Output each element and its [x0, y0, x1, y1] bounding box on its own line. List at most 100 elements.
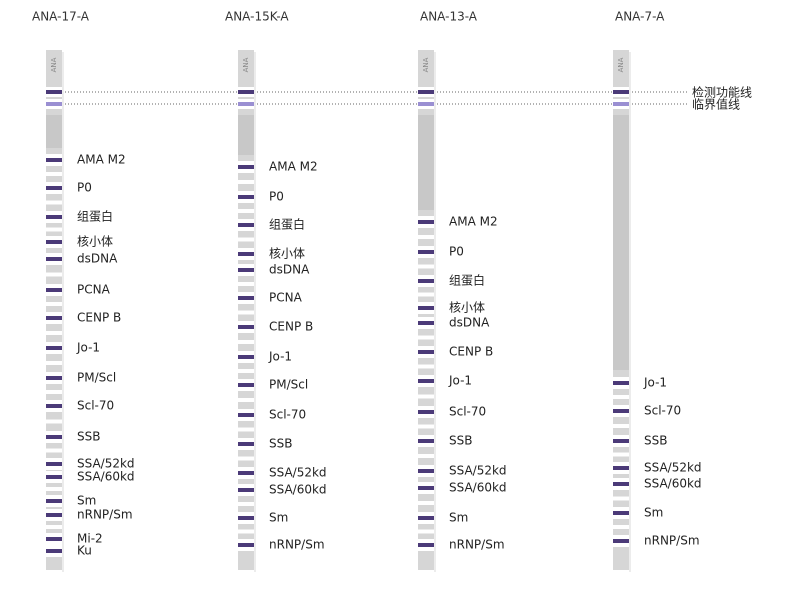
strip-title: ANA-7-A: [615, 10, 665, 24]
strip-label: ANA: [50, 57, 58, 72]
band: [46, 537, 62, 541]
strip-title: ANA-13-A: [420, 10, 478, 24]
band: [238, 413, 254, 417]
band-gap: [613, 496, 629, 501]
strip-shadow: [629, 52, 631, 572]
control-band: [238, 102, 254, 106]
band: [613, 539, 629, 543]
control-band: [238, 90, 254, 94]
strip-shadow: [254, 52, 256, 572]
band-label: 核小体: [449, 301, 485, 315]
band-gap: [46, 200, 62, 205]
band-gap: [46, 525, 62, 529]
band: [238, 195, 254, 199]
band-label: 组蛋白: [449, 273, 485, 288]
band-label: SSA/60kd: [449, 481, 507, 495]
band: [46, 346, 62, 350]
band: [46, 499, 62, 503]
band: [46, 316, 62, 320]
band: [46, 288, 62, 292]
band-gap: [613, 452, 629, 457]
band: [613, 466, 629, 470]
band-label: CENP B: [449, 345, 493, 359]
band: [46, 215, 62, 219]
band-label: AMA M2: [449, 215, 498, 229]
band-label: dsDNA: [269, 263, 310, 277]
band: [238, 355, 254, 359]
strip-title: ANA-17-A: [32, 10, 90, 24]
band-label: Jo-1: [76, 341, 100, 355]
band: [238, 516, 254, 520]
band-label: Ku: [77, 544, 92, 558]
band-label: Sm: [449, 511, 468, 525]
band-label: Sm: [77, 494, 96, 508]
band: [418, 306, 434, 310]
band: [46, 257, 62, 261]
band-label: nRNP/Sm: [449, 538, 505, 552]
band: [238, 383, 254, 387]
band-label: CENP B: [269, 320, 313, 334]
band: [238, 471, 254, 475]
band-label: Sm: [269, 511, 288, 525]
band-label: 组蛋白: [77, 209, 113, 224]
band-label: 核小体: [269, 247, 305, 261]
band: [46, 376, 62, 380]
band-gap: [418, 235, 434, 239]
band: [418, 516, 434, 520]
band-label: P0: [269, 190, 284, 204]
band-label: PCNA: [269, 291, 303, 305]
band-gap: [46, 419, 62, 424]
band-label: Sm: [644, 506, 663, 520]
band-gap: [238, 456, 254, 461]
band-label: SSA/60kd: [644, 477, 702, 491]
band-gap: [418, 264, 434, 269]
band-label: AMA M2: [77, 153, 126, 167]
band: [46, 240, 62, 244]
band-label: SSA/52kd: [449, 464, 507, 478]
control-band: [613, 90, 629, 94]
band-gap: [46, 272, 62, 277]
band: [418, 543, 434, 547]
reference-label: 临界值线: [692, 97, 740, 112]
band-gap: [418, 364, 434, 369]
band-gap: [46, 302, 62, 306]
band: [238, 223, 254, 227]
band-label: SSB: [449, 434, 472, 448]
control-band: [418, 90, 434, 94]
band-gap: [46, 361, 62, 365]
band-label: CENP B: [77, 311, 121, 325]
reference-label: 检测功能线: [692, 85, 752, 100]
band: [418, 486, 434, 490]
band-gap: [238, 427, 254, 432]
blank-zone: [613, 115, 629, 370]
band-label: Jo-1: [268, 350, 292, 364]
band-label: PM/Scl: [77, 371, 116, 385]
band-gap: [418, 424, 434, 429]
band-gap: [238, 398, 254, 402]
band: [418, 279, 434, 283]
band: [46, 158, 62, 162]
band-gap: [46, 172, 62, 176]
control-band: [613, 102, 629, 106]
strip-shadow: [62, 52, 64, 572]
control-band: [46, 90, 62, 94]
band-gap: [238, 209, 254, 213]
strip-label: ANA: [242, 57, 250, 72]
band: [238, 252, 254, 256]
band-gap: [46, 390, 62, 394]
band-label: dsDNA: [77, 252, 118, 266]
band-label: Scl-70: [449, 405, 486, 419]
band-gap: [238, 282, 254, 286]
band: [46, 404, 62, 408]
band-gap: [418, 394, 434, 399]
band-label: PM/Scl: [269, 378, 308, 392]
band-label: Jo-1: [448, 374, 472, 388]
band-gap: [238, 340, 254, 344]
band-label: AMA M2: [269, 160, 318, 174]
strip-title: ANA-15K-A: [225, 10, 289, 24]
band: [418, 410, 434, 414]
band-gap: [418, 454, 434, 458]
band: [418, 350, 434, 354]
